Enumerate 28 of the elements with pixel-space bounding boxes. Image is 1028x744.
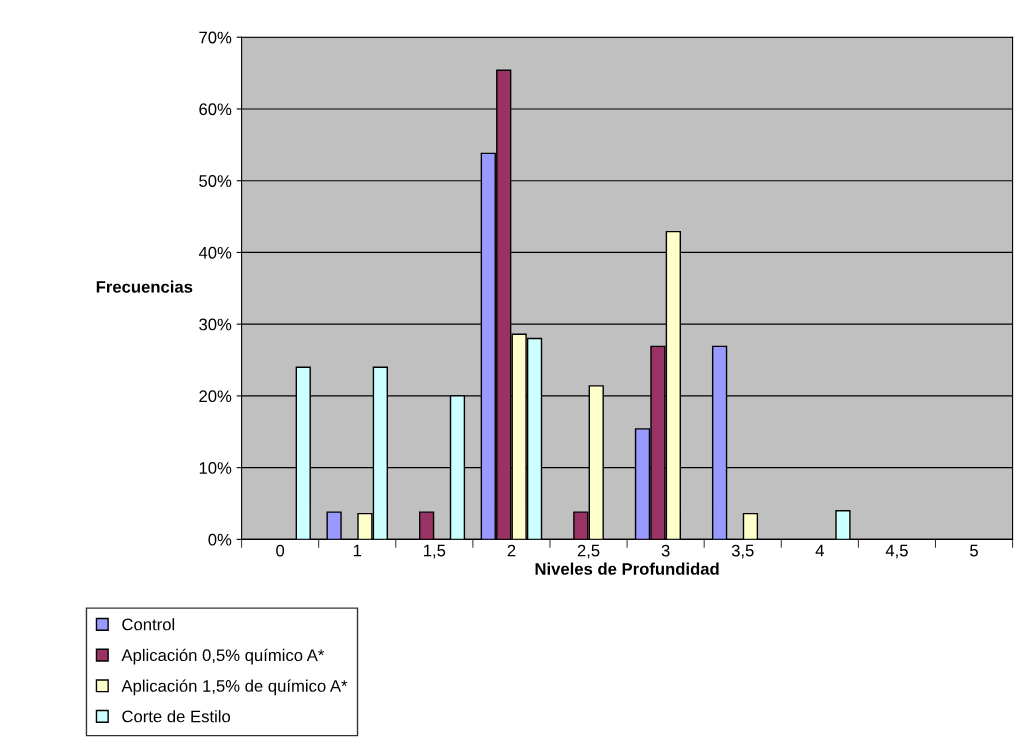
x-axis-title: Niveles de Profundidad (535, 562, 719, 575)
y-tick-label: 0% (208, 533, 232, 546)
y-tick-label: 70% (199, 31, 232, 44)
y-tick-label: 10% (199, 462, 232, 474)
legend-label: Aplicación 0,5% químico A* (121, 648, 325, 665)
x-tick-label: 3,5 (731, 544, 754, 559)
y-tick-label: 40% (198, 246, 232, 259)
bar (835, 510, 851, 540)
y-tick-label: 60% (199, 103, 232, 116)
legend-label: Corte de Estilo (122, 710, 231, 723)
bar (326, 511, 342, 540)
bar (418, 511, 435, 540)
y-tick-label: 50% (199, 175, 232, 187)
x-tick-label: 1,5 (424, 544, 446, 559)
x-tick-label: 3 (661, 544, 670, 557)
x-tick-label: 2 (507, 544, 516, 557)
legend-label: Control (122, 618, 175, 631)
x-tick-label: 5 (970, 544, 978, 557)
x-tick-label: 2,5 (577, 544, 600, 559)
bar (742, 512, 759, 540)
x-tick-label: 1 (353, 544, 362, 557)
y-axis-title: Frecuencias (96, 280, 193, 293)
x-tick-label: 0 (276, 544, 285, 557)
x-tick-label: 4,5 (885, 544, 908, 559)
y-tick-label: 30% (199, 318, 232, 331)
x-tick-label: 4 (815, 544, 824, 557)
legend-label: Aplicación 1,5% de químico A* (121, 679, 348, 696)
y-tick-label: 20% (199, 390, 232, 403)
